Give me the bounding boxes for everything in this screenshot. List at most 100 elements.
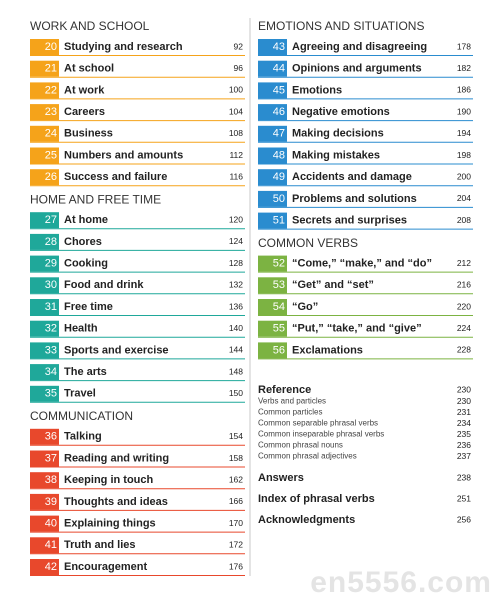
number-box [258,342,287,359]
back-title: Acknowledgments [258,514,355,526]
entry-number: 50 [273,193,285,205]
entry-number: 54 [273,301,285,313]
entry-title: Food and drink [64,279,144,291]
entry-title: Truth and lies [64,539,136,551]
entry-title: “Go” [292,301,318,313]
entry-page: 228 [457,345,471,355]
entry-number: 45 [273,84,285,96]
number-box [258,320,287,337]
entry-title: Problems and solutions [292,193,417,205]
number-box [258,39,287,55]
number-box [30,450,59,467]
entry-title: Reading and writing [64,452,169,464]
entry-title: Exclamations [292,344,363,356]
entry-page: 140 [229,323,243,333]
number-box [30,104,59,121]
entry-number: 31 [45,301,57,313]
entry-page: 198 [457,150,471,160]
entry-page: 136 [229,301,243,311]
entry-number: 52 [273,258,285,270]
entry-number: 33 [45,344,57,356]
back-item: Common phrasal adjectives [258,452,357,461]
number-box [30,212,59,229]
number-box [30,472,59,489]
entry-title: Chores [64,236,102,248]
entry-number: 25 [45,149,57,161]
entry-page: 186 [457,85,471,95]
entry-title: Negative emotions [292,106,390,118]
entry-page: 170 [229,518,243,528]
entry-page: 208 [457,215,471,225]
entry-title: Travel [64,388,96,400]
back-title: Reference [258,384,311,396]
entry-number: 24 [45,128,57,140]
entry-title: At home [64,214,108,226]
entry-page: 158 [229,453,243,463]
entry-title: Secrets and surprises [292,215,407,227]
entry-number: 29 [45,258,57,270]
back-item-page: 236 [457,440,471,450]
entry-title: Thoughts and ideas [64,496,168,508]
entry-number: 47 [273,128,285,140]
back-title: Answers [258,472,304,484]
entry-number: 46 [273,106,285,118]
entry-page: 162 [229,474,243,484]
entry-page: 190 [457,106,471,116]
entry-number: 40 [45,518,57,530]
back-item-page: 231 [457,407,471,417]
section-heading: WORK AND SCHOOL [30,19,150,33]
entry-page: 96 [234,63,244,73]
section-heading: COMMON VERBS [258,236,358,250]
section-heading: COMMUNICATION [30,409,133,423]
entry-title: Health [64,323,98,335]
entry-number: 36 [45,431,57,443]
number-box [30,385,59,402]
entry-page: 154 [229,431,243,441]
entry-number: 43 [273,41,285,53]
entry-number: 41 [45,539,57,551]
entry-number: 27 [45,214,57,226]
entry-title: The arts [64,366,107,378]
entry-number: 32 [45,323,57,335]
entry-title: “Get” and “set” [292,279,374,291]
back-item: Common inseparable phrasal verbs [258,430,384,439]
entry-number: 44 [273,63,285,75]
entry-page: 112 [229,150,243,160]
entry-page: 220 [457,301,471,311]
entry-title: Explaining things [64,518,156,530]
entry-page: 204 [457,193,471,203]
section-heading: EMOTIONS AND SITUATIONS [258,19,424,33]
entry-number: 38 [45,474,57,486]
number-box [258,255,287,272]
entry-title: Numbers and amounts [64,149,183,161]
number-box [30,169,59,186]
number-box [30,277,59,294]
back-item: Verbs and particles [258,397,326,406]
entry-page: 128 [229,258,243,268]
number-box [258,212,287,229]
number-box [30,537,59,554]
back-page: 238 [457,472,471,482]
number-box [30,147,59,164]
back-item: Common particles [258,408,322,417]
number-box [258,82,287,99]
entry-title: Success and failure [64,171,167,183]
entry-number: 22 [45,84,57,96]
back-item-page: 230 [457,396,471,406]
number-box [30,493,59,510]
watermark: en5556.com [310,566,492,599]
section-heading: HOME AND FREE TIME [30,192,161,206]
entry-page: 200 [457,171,471,181]
entry-number: 37 [45,452,57,464]
entry-title: Making decisions [292,128,384,140]
number-box [30,515,59,532]
number-box [30,428,59,445]
back-page: 251 [457,493,471,503]
entry-title: At work [64,84,105,96]
entry-page: 182 [457,63,471,73]
entry-page: 216 [457,280,471,290]
entry-number: 39 [45,496,57,508]
number-box [30,233,59,250]
entry-number: 20 [45,41,57,53]
